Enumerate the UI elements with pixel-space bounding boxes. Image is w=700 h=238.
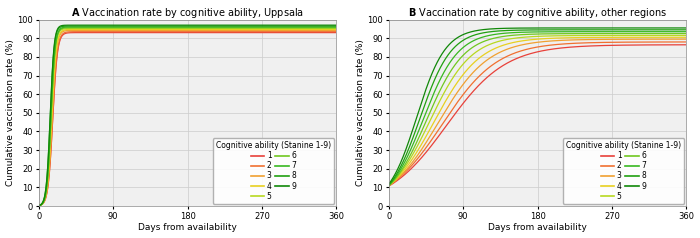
Title: $\mathbf{A}$ Vaccination rate by cognitive ability, Uppsala: $\mathbf{A}$ Vaccination rate by cogniti… [71, 5, 304, 20]
Legend: 1, 2, 3, 4, 5, 6, 7, 8, 9, : 1, 2, 3, 4, 5, 6, 7, 8, 9, [213, 138, 334, 204]
Y-axis label: Cumulative vaccination rate (%): Cumulative vaccination rate (%) [6, 40, 15, 186]
Legend: 1, 2, 3, 4, 5, 6, 7, 8, 9, : 1, 2, 3, 4, 5, 6, 7, 8, 9, [563, 138, 684, 204]
Y-axis label: Cumulative vaccination rate (%): Cumulative vaccination rate (%) [356, 40, 365, 186]
X-axis label: Days from availability: Days from availability [138, 223, 237, 233]
Title: $\mathbf{B}$ Vaccination rate by cognitive ability, other regions: $\mathbf{B}$ Vaccination rate by cogniti… [408, 5, 667, 20]
X-axis label: Days from availability: Days from availability [488, 223, 587, 233]
